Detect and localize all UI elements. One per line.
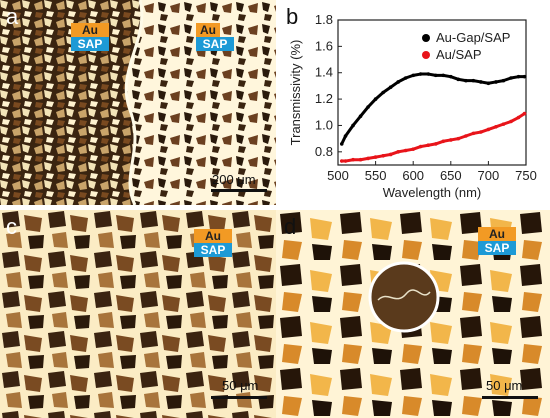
- au-layer-tag: Au: [71, 23, 109, 37]
- series-1-point: [411, 73, 415, 78]
- series-line-2: [341, 112, 526, 163]
- series-2-point: [403, 148, 408, 153]
- series-1-point: [464, 78, 468, 83]
- series-1-point: [494, 80, 498, 84]
- y-tick-label: 1.2: [315, 91, 333, 106]
- series-2-point: [449, 138, 453, 142]
- series-2-point: [471, 131, 476, 136]
- panel-d-label: d: [284, 214, 297, 239]
- x-tick-label: 550: [365, 168, 387, 183]
- series-1-point: [396, 80, 400, 84]
- y-tick-label: 1.0: [315, 117, 333, 132]
- scale-bar-c: [211, 396, 267, 399]
- x-tick-label: 600: [402, 168, 424, 183]
- series-1-point: [522, 74, 527, 79]
- series-2-point: [358, 157, 363, 162]
- series-1-point: [381, 90, 385, 95]
- series-2-point: [522, 111, 527, 116]
- au-layer-tag: Au: [194, 229, 232, 243]
- series-1-point: [343, 134, 348, 138]
- legend-marker-1: [422, 34, 430, 42]
- x-axis-label: Wavelength (nm): [383, 185, 482, 200]
- series-1-point: [373, 97, 378, 101]
- series-1-point: [486, 81, 491, 86]
- series-1-point: [433, 73, 438, 78]
- x-tick-label: 750: [515, 168, 537, 183]
- series-1-point: [418, 72, 423, 76]
- y-axis-label: Transmissivity (%): [288, 40, 303, 146]
- series-2-point: [418, 144, 423, 149]
- series-2-point: [509, 119, 513, 124]
- y-tick-label: 1.4: [315, 65, 333, 80]
- series-2-point: [343, 159, 348, 163]
- series-2-point: [426, 143, 431, 148]
- series-2-point: [501, 122, 506, 126]
- series-2-point: [396, 150, 400, 154]
- panel-c-micrograph: c Au SAP 50 μm: [0, 210, 276, 418]
- series-1-point: [509, 76, 513, 80]
- x-tick-label: 700: [478, 168, 500, 183]
- series-line-1: [340, 72, 525, 145]
- sap-layer-tag-2: SAP: [196, 37, 234, 51]
- legend-marker-2: [422, 51, 430, 59]
- series-2-point: [388, 152, 393, 157]
- series-1-point: [471, 78, 476, 83]
- series-1-point: [479, 80, 483, 84]
- series-1-point: [403, 76, 408, 80]
- series-2-point: [516, 115, 521, 120]
- series-1-point: [339, 142, 344, 146]
- series-1-point: [501, 78, 506, 83]
- series-1-point: [456, 77, 461, 82]
- series-1-point: [441, 73, 446, 78]
- scale-bar-a: [211, 189, 267, 192]
- series-2-point: [456, 136, 461, 141]
- series-1-point: [449, 74, 453, 79]
- sap-layer-tag: SAP: [194, 243, 232, 257]
- y-tick-label: 0.8: [315, 144, 333, 159]
- panel-a-label: a: [6, 4, 19, 29]
- plot-frame: [337, 19, 527, 166]
- au-layer-tag: Au: [478, 227, 516, 241]
- micrograph-a-image: [0, 0, 276, 205]
- series-2-point: [464, 134, 468, 138]
- series-2-point: [339, 159, 344, 163]
- sap-layer-tag: SAP: [478, 241, 516, 255]
- panel-d-micrograph: d Au SAP 50 μm: [276, 210, 550, 418]
- series-1-point: [426, 72, 431, 76]
- series-2-point: [366, 156, 370, 161]
- panel-b-chart: b 500 550 600 650 700 750 0.8 1.0 1.2 1.4 1.6 1.8 Wa…: [276, 0, 550, 205]
- series-1-point: [388, 85, 393, 90]
- panel-c-label: c: [6, 214, 17, 239]
- panel-a-micrograph: a Au SAP Au SAP 200 μm: [0, 0, 276, 205]
- legend-label-1: Au-Gap/SAP: [436, 30, 510, 45]
- series-2-point: [441, 139, 446, 144]
- series-2-point: [381, 153, 385, 158]
- y-tick-label: 1.6: [315, 38, 333, 53]
- y-tick-label: 1.8: [315, 12, 333, 27]
- panel-b-label: b: [286, 4, 299, 29]
- series-2-point: [479, 130, 483, 134]
- x-tick-label: 650: [440, 168, 462, 183]
- series-1-point: [358, 114, 363, 119]
- series-1-point: [366, 105, 370, 109]
- scale-bar-d: [482, 396, 538, 399]
- sap-layer-tag: SAP: [71, 37, 109, 51]
- au-layer-tag-2: Au: [196, 23, 220, 37]
- series-2-point: [351, 157, 355, 162]
- series-2-point: [494, 124, 498, 129]
- series-2-point: [373, 155, 378, 159]
- series-1-point: [351, 123, 355, 128]
- legend-label-2: Au/SAP: [436, 47, 482, 62]
- series-1-point: [516, 74, 521, 79]
- x-tick-label: 500: [327, 168, 349, 183]
- series-2-point: [486, 127, 491, 132]
- transmissivity-chart: 500 550 600 650 700 750 0.8 1.0 1.2 1.4 1.6 1.8 Wave…: [288, 12, 537, 200]
- scale-bar-label-a: 200 μm: [212, 172, 256, 187]
- series-2-point: [433, 142, 438, 146]
- series-2-point: [411, 147, 415, 151]
- scale-bar-label-d: 50 μm: [486, 378, 523, 393]
- scale-bar-label-c: 50 μm: [222, 378, 259, 393]
